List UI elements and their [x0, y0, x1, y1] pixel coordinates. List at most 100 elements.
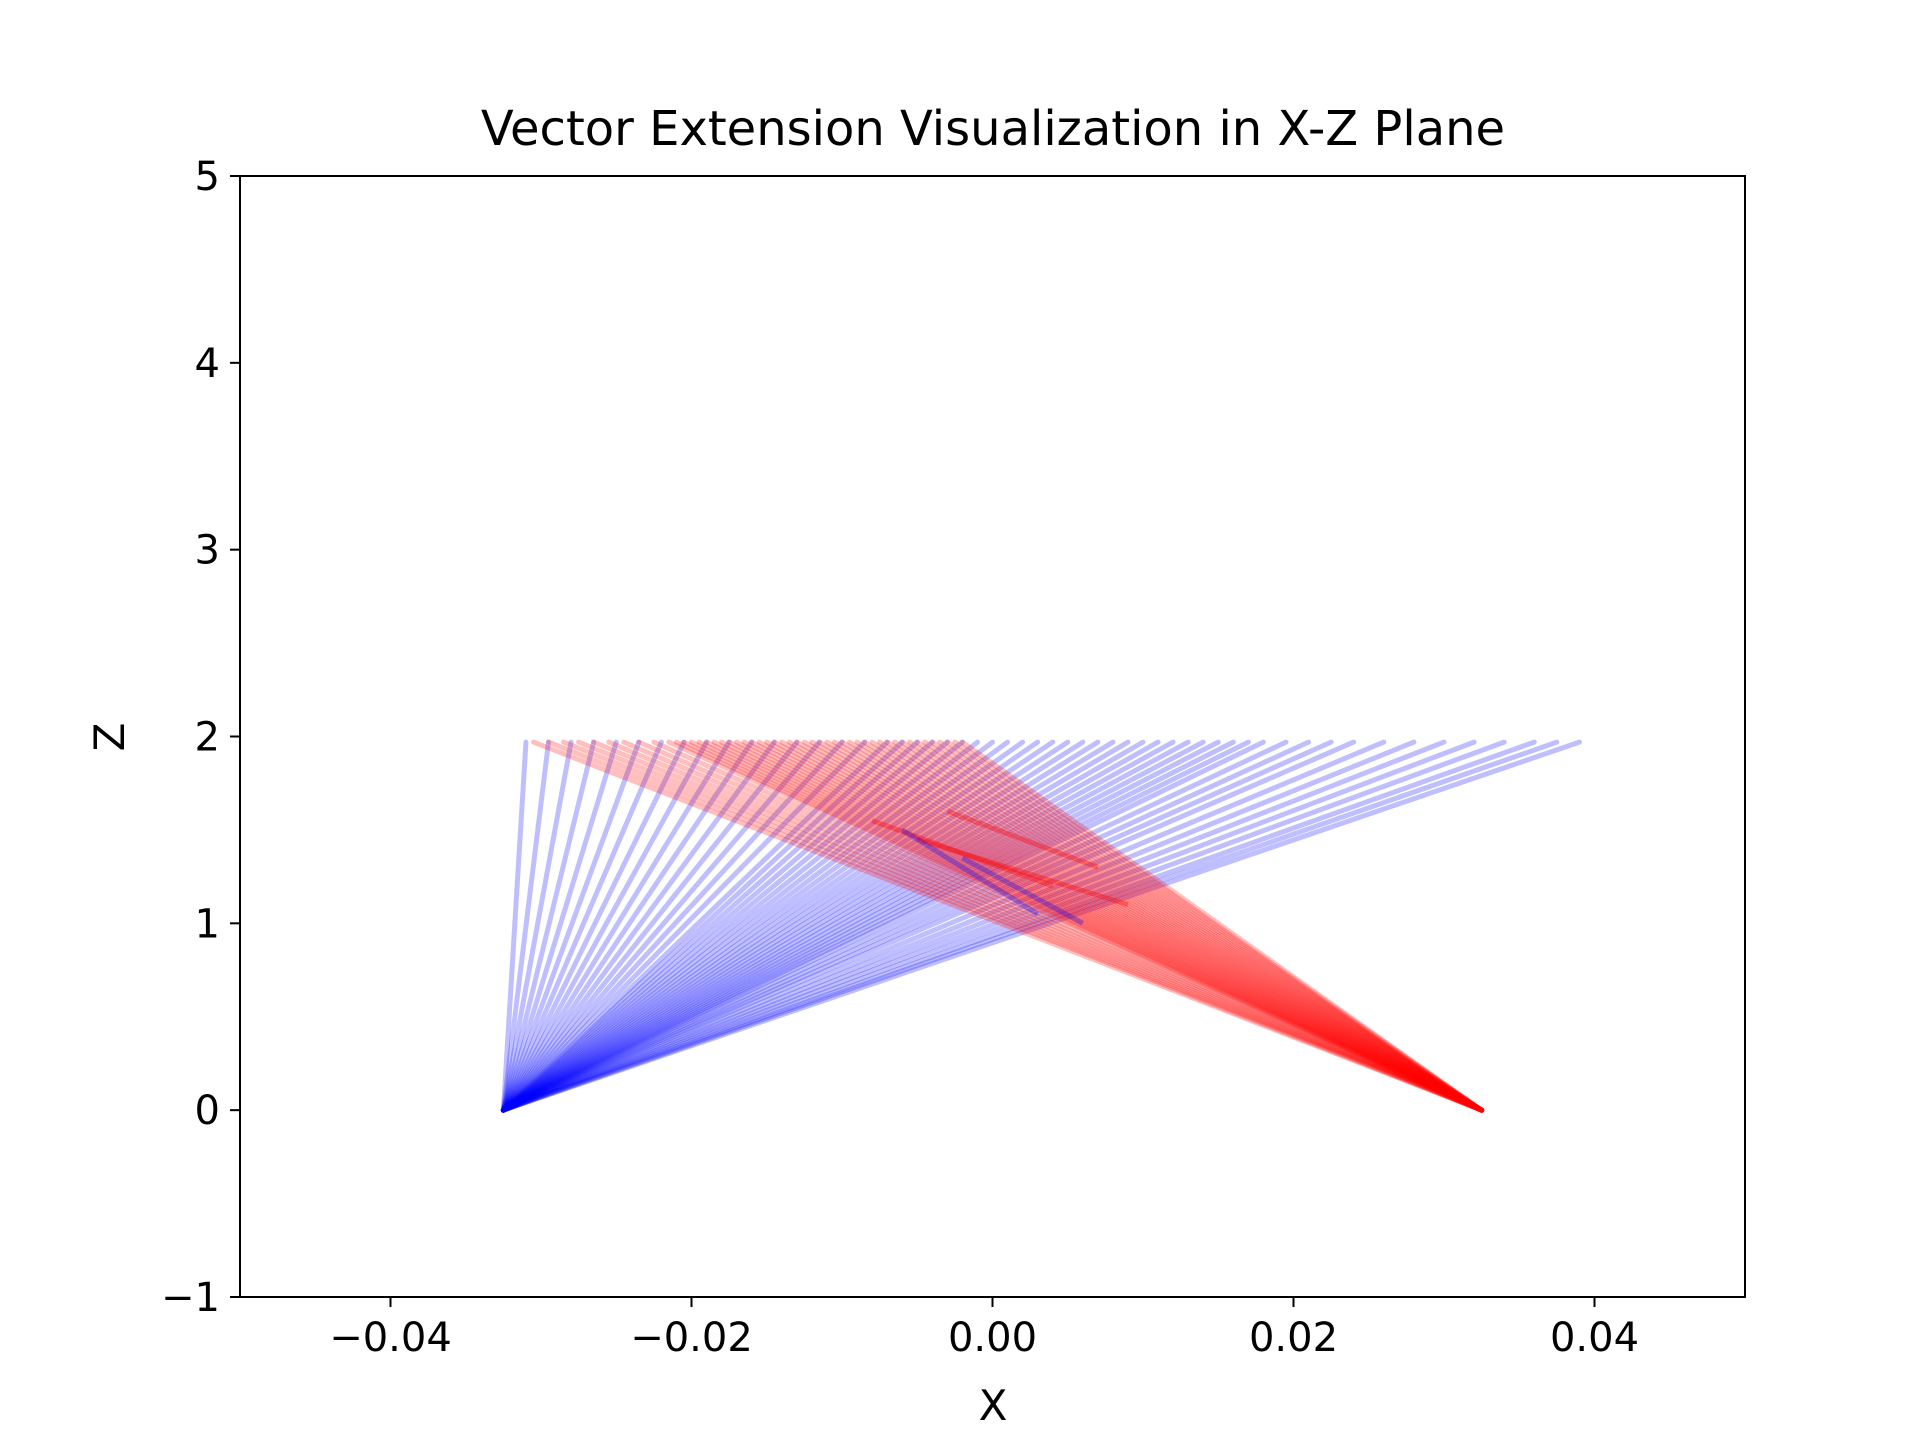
vector-line — [500, 739, 574, 1113]
y-tick-label: −1 — [161, 1275, 220, 1321]
y-tick-label: 0 — [195, 1088, 220, 1134]
y-tick-label: 1 — [195, 901, 220, 947]
vector-line — [500, 739, 905, 1113]
vector-line — [500, 739, 710, 1113]
vector-line — [779, 739, 1485, 1113]
y-tick-label: 2 — [195, 715, 220, 761]
vector-line — [561, 739, 1485, 1113]
vector-line — [500, 739, 732, 1113]
vector-line — [831, 739, 1485, 1113]
vector-line — [786, 739, 1485, 1113]
vector-line — [771, 739, 1485, 1113]
vector-line — [500, 739, 800, 1113]
series-blue — [500, 739, 1582, 1113]
vector-line — [500, 739, 965, 1113]
vector-line — [907, 739, 1485, 1113]
vector-line — [500, 739, 642, 1113]
vector-line — [606, 739, 1485, 1113]
vector-line — [500, 739, 1191, 1113]
vector-line — [530, 739, 1485, 1113]
crossing-line — [916, 836, 1129, 908]
vector-line — [500, 739, 950, 1113]
vector-line — [500, 739, 1560, 1113]
vector-line — [704, 739, 1485, 1113]
vector-line — [500, 739, 1477, 1113]
vector-line — [741, 739, 1485, 1113]
vector-line — [824, 739, 1485, 1113]
vector-line — [500, 739, 1146, 1113]
x-tick-label: 0.00 — [948, 1315, 1037, 1361]
vector-line — [854, 739, 1485, 1113]
y-axis-label: Z — [85, 723, 134, 752]
vector-line — [500, 739, 995, 1113]
vector-line — [711, 739, 1485, 1113]
vector-line — [500, 739, 1289, 1113]
vector-line — [500, 739, 529, 1113]
vector-line — [500, 739, 552, 1113]
vector-line — [500, 739, 1236, 1113]
y-axis-ticks: −1 0 1 2 3 4 5 — [161, 154, 240, 1321]
x-axis-ticks: −0.04 −0.02 0.00 0.02 0.04 — [329, 1297, 1639, 1361]
vector-line — [500, 739, 935, 1113]
vector-line — [500, 739, 1221, 1113]
vector-line — [734, 739, 1485, 1113]
x-tick-label: −0.04 — [329, 1315, 452, 1361]
vector-line — [500, 739, 755, 1113]
vector-line — [500, 739, 619, 1113]
vector-line — [500, 739, 1447, 1113]
vector-line — [749, 739, 1485, 1113]
vector-line — [689, 739, 1485, 1113]
vector-line — [500, 739, 1357, 1113]
vector-line — [929, 739, 1485, 1113]
vector-line — [546, 739, 1485, 1113]
vector-line — [899, 739, 1485, 1113]
vector-line — [500, 739, 868, 1113]
vector-line — [500, 739, 1056, 1113]
vector-line — [922, 739, 1485, 1113]
crossing-group — [871, 808, 1129, 908]
vector-line — [500, 739, 1537, 1113]
vector-line — [809, 739, 1485, 1113]
vector-line — [500, 739, 1417, 1113]
vector-line — [892, 739, 1485, 1113]
vector-line — [500, 739, 1251, 1113]
vector-line — [500, 739, 1131, 1113]
vector-line — [500, 739, 1266, 1113]
vector-line — [651, 739, 1485, 1113]
vector-line — [500, 739, 1086, 1113]
vector-line — [591, 739, 1485, 1113]
vector-line — [500, 739, 1041, 1113]
vector-line — [500, 739, 687, 1113]
crossing-line — [961, 855, 1084, 926]
x-axis-label: X — [979, 1381, 1008, 1430]
vector-line — [500, 739, 1334, 1113]
crossing-line — [900, 827, 1039, 917]
y-tick-label: 5 — [195, 154, 220, 200]
vector-line — [500, 739, 1206, 1113]
vector-line — [500, 739, 890, 1113]
vector-line — [576, 739, 1485, 1113]
series-red — [530, 739, 1485, 1113]
vector-line — [500, 739, 1071, 1113]
vector-line — [944, 739, 1485, 1113]
vector-line — [636, 739, 1485, 1113]
vector-line — [726, 739, 1485, 1113]
vector-line — [869, 739, 1485, 1113]
vector-line — [877, 739, 1485, 1113]
vector-line — [914, 739, 1485, 1113]
y-tick-label: 4 — [195, 341, 220, 387]
crossing-line — [946, 808, 1099, 870]
vector-line — [666, 739, 1485, 1113]
vector-line — [500, 739, 1101, 1113]
vector-line — [621, 739, 1485, 1113]
vector-line — [500, 739, 980, 1113]
x-tick-label: −0.02 — [630, 1315, 753, 1361]
vector-line — [847, 739, 1485, 1113]
vector-line — [681, 739, 1485, 1113]
vector-line — [500, 739, 1387, 1113]
vector-line — [500, 739, 822, 1113]
vector-line — [673, 739, 1485, 1113]
vector-line — [500, 739, 1026, 1113]
